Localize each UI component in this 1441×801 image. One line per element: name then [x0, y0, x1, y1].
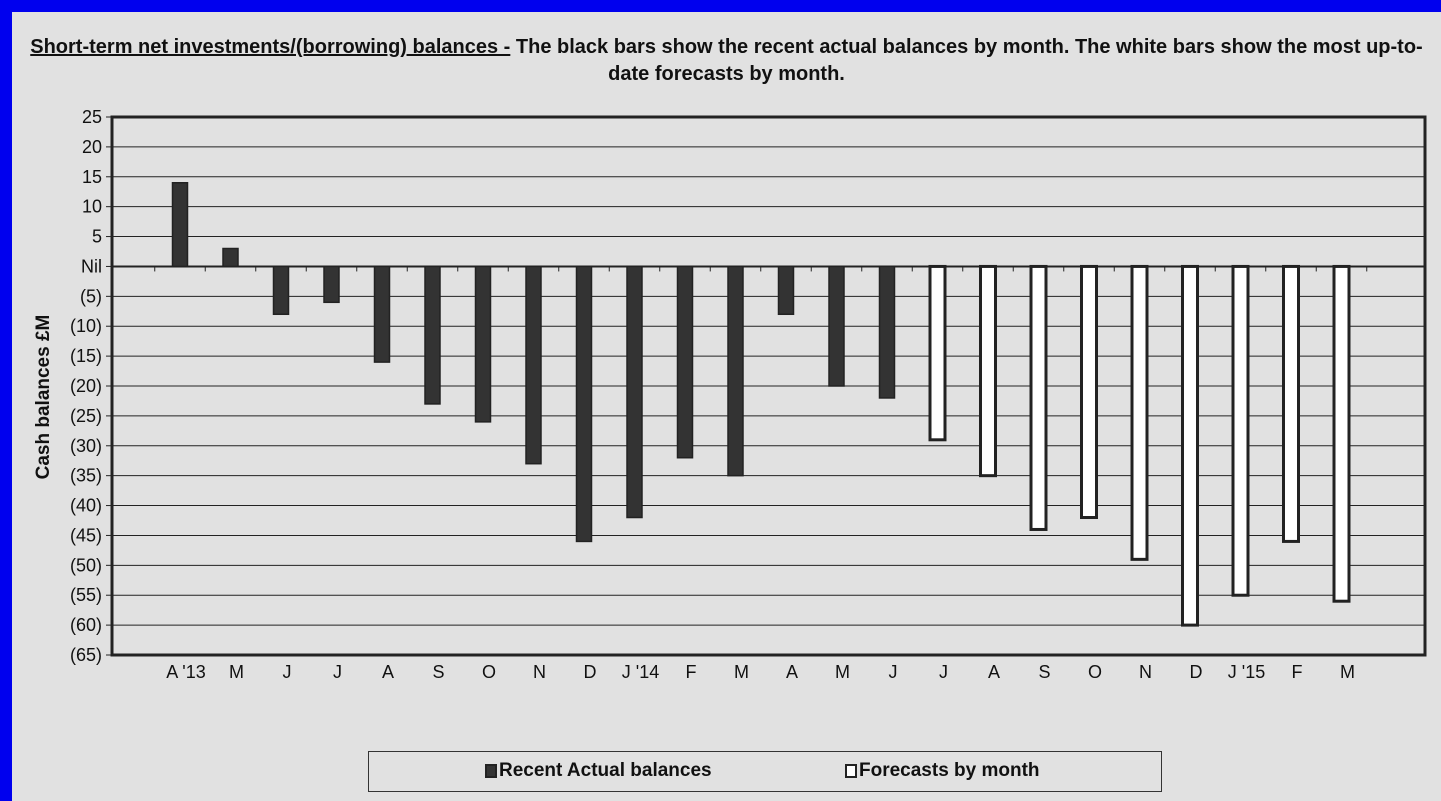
- bar-actual: [777, 265, 795, 316]
- bar-actual: [676, 265, 694, 459]
- x-tick-label: D: [584, 662, 597, 682]
- y-tick-label: (55): [70, 585, 102, 605]
- x-tick-label: M: [835, 662, 850, 682]
- chart-title: Short-term net investments/(borrowing) b…: [12, 34, 1441, 88]
- bar-actual: [828, 265, 845, 387]
- y-tick-label: (20): [70, 376, 102, 396]
- x-tick-label: S: [432, 662, 444, 682]
- x-tick-label: M: [1340, 662, 1355, 682]
- x-tick-label: F: [686, 662, 697, 682]
- legend-item-actual: Recent Actual balances: [485, 760, 712, 782]
- x-tick-label: M: [734, 662, 749, 682]
- y-tick-label: 25: [82, 107, 102, 127]
- bar-forecast: [1080, 264, 1098, 520]
- y-tick-label: (30): [70, 436, 102, 456]
- y-tick-label: (40): [70, 496, 102, 516]
- y-tick-label: 15: [82, 167, 102, 187]
- y-axis-label: Cash balances £M: [33, 315, 54, 480]
- x-tick-label: A: [786, 662, 798, 682]
- bar-actual: [575, 265, 593, 543]
- legend-label-forecast: Forecasts by month: [859, 760, 1040, 781]
- chart-title-rest: The black bars show the recent actual ba…: [510, 36, 1423, 85]
- plot-border: [110, 115, 1427, 657]
- bar-actual: [525, 265, 542, 465]
- bar-forecast: [979, 264, 997, 478]
- y-tick-label: 20: [82, 137, 102, 157]
- y-tick-label: (60): [70, 615, 102, 635]
- x-tick-label: J '14: [622, 662, 659, 682]
- bar-actual: [323, 265, 340, 304]
- bar-actual: [474, 265, 492, 423]
- y-tick-label: (25): [70, 406, 102, 426]
- legend-swatch-forecast: [845, 764, 857, 778]
- y-tick-label: Nil: [81, 256, 102, 276]
- y-tick-label: (65): [70, 645, 102, 665]
- x-tick-label: A: [988, 662, 1000, 682]
- x-tick-label: A: [382, 662, 394, 682]
- y-tick-label: (35): [70, 466, 102, 486]
- bars: [171, 182, 1351, 627]
- y-tick-labels: 25 20 15 10 5 Nil (5) (10) (15) (20) (25) (30) (35) (…: [70, 107, 102, 665]
- x-tick-label: S: [1038, 662, 1050, 682]
- x-tick-label: A '13: [166, 662, 205, 682]
- y-tick-label: (15): [70, 346, 102, 366]
- x-tick-label: J: [283, 662, 292, 682]
- bar-forecast: [1181, 264, 1199, 627]
- bar-actual: [626, 265, 643, 519]
- x-tick-label: O: [482, 662, 496, 682]
- x-tick-label: D: [1190, 662, 1203, 682]
- x-tick-label: J '15: [1228, 662, 1265, 682]
- y-tick-label: 10: [82, 197, 102, 217]
- bar-chart: 25 20 15 10 5 Nil (5) (10) (15) (20) (25) (30) (35) (…: [33, 107, 1427, 682]
- bar-actual: [727, 265, 744, 477]
- grid-lines: [106, 115, 1427, 657]
- y-tick-label: (45): [70, 525, 102, 545]
- chart-title-underlined: Short-term net investments/(borrowing) b…: [30, 36, 511, 58]
- y-tick-label: (50): [70, 555, 102, 575]
- bar-actual: [373, 265, 391, 363]
- bar-forecast: [1282, 264, 1300, 543]
- x-tick-label: O: [1088, 662, 1102, 682]
- x-tick-label: F: [1292, 662, 1303, 682]
- y-tick-label: (10): [70, 316, 102, 336]
- y-tick-label: 5: [92, 227, 102, 247]
- x-tick-label: J: [333, 662, 342, 682]
- bar-actual: [424, 265, 441, 405]
- chart-frame: Short-term net investments/(borrowing) b…: [12, 12, 1441, 801]
- x-tick-label: N: [1139, 662, 1152, 682]
- legend: Recent Actual balances Forecasts by mont…: [368, 751, 1162, 792]
- legend-label-actual: Recent Actual balances: [499, 760, 712, 781]
- bar-forecast: [928, 264, 947, 442]
- bar-actual: [272, 265, 290, 316]
- x-tick-label: N: [533, 662, 546, 682]
- bar-actual: [222, 247, 239, 268]
- bar-actual: [878, 265, 896, 399]
- bar-forecast: [1029, 264, 1048, 531]
- x-tick-labels: A '13 M J J A S O N D J '14 F M A M J J A S O N D J '15 F M: [166, 662, 1355, 682]
- bar-actual: [171, 182, 189, 268]
- bar-forecast: [1332, 264, 1351, 603]
- legend-swatch-actual: [485, 764, 497, 778]
- y-tick-label: (5): [80, 286, 102, 306]
- bar-forecast: [1130, 264, 1149, 561]
- x-tick-label: J: [939, 662, 948, 682]
- bar-forecast: [1231, 264, 1250, 597]
- x-tick-label: M: [229, 662, 244, 682]
- x-tick-label: J: [889, 662, 898, 682]
- legend-item-forecast: Forecasts by month: [845, 760, 1040, 782]
